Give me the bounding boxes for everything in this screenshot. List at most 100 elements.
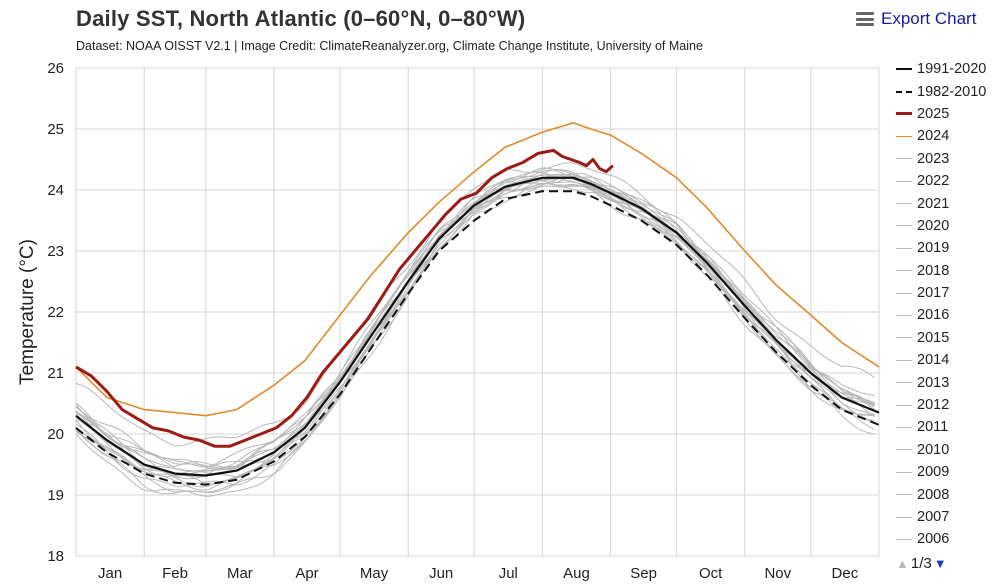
legend-swatch	[896, 135, 912, 137]
legend-item-2006[interactable]: 2006	[896, 528, 1000, 550]
legend-item-1982-2010[interactable]: 1982-2010	[896, 80, 1000, 102]
legend-swatch	[896, 225, 912, 227]
y-tick-label: 26	[47, 60, 64, 77]
legend-label: 2011	[917, 419, 949, 436]
y-tick-label: 20	[47, 426, 64, 443]
legend-swatch	[896, 158, 912, 160]
series-line-1982-2010	[75, 190, 880, 486]
legend-swatch	[896, 90, 912, 93]
legend-item-2011[interactable]: 2011	[896, 416, 1000, 438]
export-chart-label: Export Chart	[881, 9, 977, 28]
legend-item-2017[interactable]: 2017	[896, 282, 1000, 304]
y-tick-label: 19	[47, 487, 64, 504]
legend-label: 2008	[917, 486, 950, 503]
legend-item-2016[interactable]: 2016	[896, 304, 1000, 326]
legend-label: 2019	[917, 240, 950, 257]
legend-label: 2020	[917, 217, 950, 234]
legend-swatch	[896, 247, 912, 249]
series-line-2008	[75, 185, 875, 495]
x-tick-label: Jun	[429, 565, 453, 582]
legend-label: 2006	[917, 531, 950, 548]
x-tick-label: Apr	[295, 565, 318, 582]
legend-swatch	[896, 471, 912, 473]
legend-item-2020[interactable]: 2020	[896, 215, 1000, 237]
legend-swatch	[896, 112, 912, 116]
legend-swatch	[896, 337, 912, 339]
legend-swatch	[896, 203, 912, 205]
legend-label: 2009	[917, 464, 950, 481]
series-line-1991-2020	[75, 176, 880, 477]
series-line-2009	[75, 183, 875, 494]
legend-item-2010[interactable]: 2010	[896, 439, 1000, 461]
legend-label: 2023	[917, 150, 950, 167]
legend-swatch	[896, 68, 912, 71]
legend-item-2008[interactable]: 2008	[896, 483, 1000, 505]
legend-item-2009[interactable]: 2009	[896, 461, 1000, 483]
legend-item-2021[interactable]: 2021	[896, 192, 1000, 214]
legend-label: 2016	[917, 307, 950, 324]
y-tick-label: 18	[47, 548, 64, 565]
triangle-down-icon[interactable]: ▼	[933, 556, 947, 571]
legend-swatch	[896, 270, 912, 272]
legend-label: 2012	[917, 397, 950, 414]
x-tick-label: Sep	[630, 565, 657, 582]
legend-item-2022[interactable]: 2022	[896, 170, 1000, 192]
legend-swatch	[896, 538, 912, 540]
export-chart-button[interactable]: Export Chart	[856, 9, 976, 29]
x-tick-label: Mar	[227, 565, 253, 582]
chart-title: Daily SST, North Atlantic (0–60°N, 0–80°…	[76, 6, 526, 31]
legend-label: 2015	[917, 329, 950, 346]
y-tick-label: 22	[47, 304, 64, 321]
legend-item-2019[interactable]: 2019	[896, 237, 1000, 259]
x-tick-label: Jul	[499, 565, 518, 582]
x-tick-label: Aug	[563, 565, 590, 582]
legend-item-2015[interactable]: 2015	[896, 327, 1000, 349]
x-tick-label: Feb	[162, 565, 188, 582]
legend-pager: ▲ 1/3 ▼	[896, 555, 947, 572]
legend-swatch	[896, 180, 912, 182]
series-line-2024	[75, 122, 880, 417]
y-tick-label: 21	[47, 365, 64, 382]
x-tick-label: Nov	[764, 565, 791, 582]
legend-label: 2022	[917, 173, 950, 190]
legend-label: 2018	[917, 262, 950, 279]
legend-item-2018[interactable]: 2018	[896, 260, 1000, 282]
y-tick-label: 25	[47, 121, 64, 138]
legend-swatch	[896, 292, 912, 294]
legend-label: 2024	[917, 128, 950, 145]
legend-label: 2007	[917, 509, 950, 525]
y-tick-label: 23	[47, 243, 64, 260]
legend-item-2013[interactable]: 2013	[896, 371, 1000, 393]
legend-label: 2014	[917, 352, 950, 369]
legend-swatch	[896, 516, 912, 518]
pager-label: 1/3	[910, 555, 932, 572]
legend-item-2014[interactable]: 2014	[896, 349, 1000, 371]
series-line-2023	[75, 162, 875, 447]
legend-swatch	[896, 314, 912, 316]
series-line-2012	[75, 175, 875, 480]
legend-item-2012[interactable]: 2012	[896, 394, 1000, 416]
legend-swatch	[896, 404, 912, 406]
legend-label: 2010	[917, 441, 950, 458]
legend-swatch	[896, 359, 912, 361]
series-line-2007	[75, 182, 875, 497]
legend-item-1991-2020[interactable]: 1991-2020	[896, 58, 1000, 80]
y-tick-label: 24	[47, 182, 64, 199]
series-line-2025	[75, 148, 614, 448]
series-line-2010	[75, 169, 875, 470]
x-tick-label: Jan	[98, 565, 122, 582]
legend-item-2024[interactable]: 2024	[896, 125, 1000, 147]
legend-swatch	[896, 426, 912, 428]
legend-item-2007[interactable]: 2007	[896, 506, 1000, 528]
legend-label: 2021	[917, 195, 950, 212]
legend-swatch	[896, 382, 912, 384]
triangle-up-icon[interactable]: ▲	[896, 556, 909, 571]
legend-label: 1982-2010	[917, 83, 987, 100]
legend-item-2023[interactable]: 2023	[896, 148, 1000, 170]
legend-label: 2013	[917, 374, 950, 391]
legend-item-2025[interactable]: 2025	[896, 103, 1000, 125]
chart-legend: 1991-2020 1982-2010 2025 2024 2023 2022 2021 20…	[896, 58, 1000, 551]
y-axis-title: Temperature (°C)	[17, 239, 38, 385]
legend-label: 2017	[917, 285, 950, 302]
